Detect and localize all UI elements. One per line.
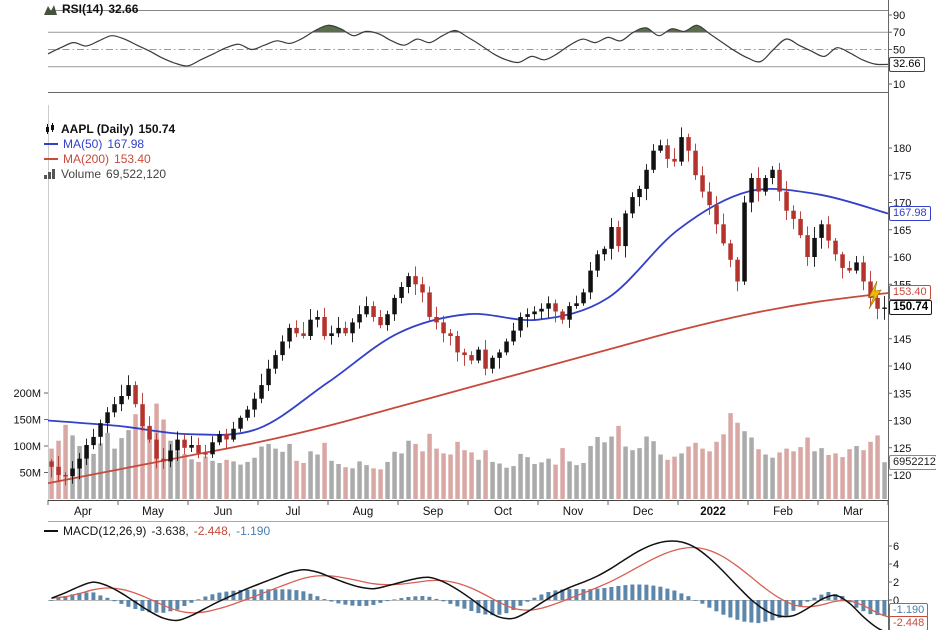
main-legend: AAPL (Daily) 150.74 MA(50) 167.98 MA(200… (44, 121, 175, 181)
macd-legend: MACD(12,26,9) -3.638, -2.448, -1.190 (44, 524, 270, 538)
rsi-tick-label: 90 (893, 10, 905, 22)
macd-line-icon (44, 530, 58, 532)
ma50-line-icon (44, 142, 58, 145)
month-label: Jun (214, 506, 233, 518)
volume-tick-label: 150M (13, 415, 41, 427)
macd-tick-label: 2 (893, 577, 899, 589)
price-tick-label: 175 (893, 170, 911, 182)
month-label: Mar (843, 506, 863, 518)
ma200-axis-value-box: 153.40 (889, 285, 931, 300)
macd-tick-label: 0 (893, 595, 899, 607)
month-label: Dec (633, 506, 654, 518)
month-label: Apr (74, 506, 92, 518)
price-tick-label: 180 (893, 143, 911, 155)
last-price-marker (868, 280, 882, 310)
macd-main-line (51, 540, 883, 630)
macd-signal-value-box: -2.448 (889, 616, 929, 630)
month-label: Feb (773, 506, 793, 518)
price-tick-label: 130 (893, 416, 911, 428)
volume-tick-label: 50M (20, 468, 41, 480)
macd-axis: 6 4 2 0 (888, 541, 899, 607)
month-label: Jul (286, 506, 301, 518)
volume-bars-layer[interactable] (49, 403, 887, 500)
macd-plot[interactable] (49, 540, 889, 630)
month-label: Nov (563, 506, 584, 518)
price-tick-label: 140 (893, 361, 911, 373)
ma50-legend-row: MA(50) 167.98 (44, 136, 175, 151)
rsi-tick-label: 50 (893, 44, 905, 56)
time-axis: Apr May Jun Jul Aug Sep Oct Nov Dec 2022 Feb Mar (47, 500, 889, 518)
rsi-legend-label: RSI(14) (62, 2, 104, 16)
month-label: May (142, 506, 164, 518)
rsi-axis: 90 70 50 10 (888, 10, 905, 91)
month-label: Aug (353, 506, 373, 518)
ma200-legend-row: MA(200) 153.40 (44, 151, 175, 166)
month-label: 2022 (700, 506, 726, 518)
candles-layer[interactable] (49, 127, 887, 486)
month-label: Sep (423, 506, 443, 518)
rsi-legend-value: 32.66 (108, 2, 139, 16)
volume-legend-row: Volume 69,522,120 (44, 166, 175, 181)
macd-signal-line (51, 546, 889, 618)
price-tick-label: 165 (893, 225, 911, 237)
price-tick-label: 160 (893, 252, 911, 264)
macd-value: -3.638, (151, 524, 189, 538)
ma200-line-icon (44, 157, 58, 160)
symbol-price: 150.74 (138, 121, 176, 136)
price-tick-label: 145 (893, 334, 911, 346)
macd-tick-label: 4 (893, 559, 899, 571)
price-tick-label: 125 (893, 443, 911, 455)
ma50-label: MA(50) (63, 136, 103, 151)
rsi-plot[interactable] (47, 24, 889, 92)
ma200-value: 153.40 (114, 151, 151, 166)
volume-axis-value-box: 69522120 (889, 455, 936, 470)
volume-value: 69,522,120 (106, 166, 167, 181)
price-tick-label: 120 (893, 470, 911, 482)
ma50-value: 167.98 (107, 136, 145, 151)
ma50-line (47, 187, 889, 436)
macd-hist-value: -1.190 (236, 524, 271, 538)
rsi-tick-label: 10 (893, 79, 905, 91)
volume-axis: 200M 150M 100M 50M (13, 388, 48, 480)
macd-tick-label: 6 (893, 541, 899, 553)
volume-tick-label: 200M (13, 388, 41, 400)
ma200-label: MA(200) (63, 151, 110, 166)
symbol-legend-row: AAPL (Daily) 150.74 (44, 121, 175, 136)
ma50-axis-value-box: 167.98 (889, 206, 931, 221)
price-tick-label: 135 (893, 388, 911, 400)
last-price-box: 150.74 (889, 300, 933, 315)
volume-bars-icon (44, 168, 55, 179)
rsi-tick-label: 70 (893, 27, 905, 39)
candlestick-icon (46, 122, 54, 134)
ma200-line (47, 292, 889, 485)
symbol-label: AAPL (Daily) (61, 121, 134, 136)
macd-label: MACD(12,26,9) (63, 524, 147, 538)
macd-signal-value: -2.448, (193, 524, 232, 538)
month-label: Oct (494, 506, 513, 518)
rsi-area-icon (44, 4, 57, 15)
rsi-current-value-box: 32.66 (889, 57, 925, 72)
rsi-legend: RSI(14) 32.66 (44, 2, 138, 16)
volume-tick-label: 100M (13, 441, 41, 453)
volume-label: Volume (61, 166, 102, 181)
